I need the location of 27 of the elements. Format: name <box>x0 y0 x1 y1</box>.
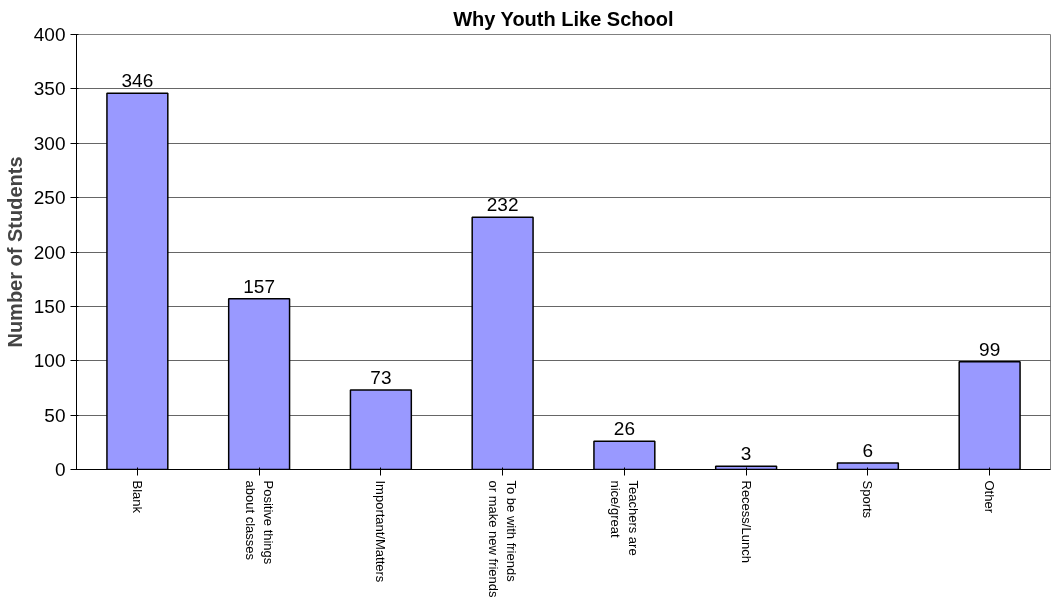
y-tick-label: 50 <box>44 404 66 426</box>
y-tick-label: 100 <box>33 350 66 372</box>
x-tick-label: Blank <box>129 480 145 514</box>
data-label: 157 <box>243 275 275 297</box>
y-tick-label: 350 <box>33 78 66 100</box>
data-label: 232 <box>486 194 519 216</box>
y-tick-label: 250 <box>33 187 66 209</box>
data-label: 6 <box>862 439 874 461</box>
data-label: 73 <box>370 367 392 389</box>
x-tick-label: To be with friends or make new friends <box>486 480 520 599</box>
y-tick-label: 300 <box>33 132 66 154</box>
data-label: 99 <box>979 338 1001 360</box>
x-tick-label: Sports <box>860 480 876 519</box>
x-tick-label: Teachers are nice/great <box>607 480 641 556</box>
y-tick-label: 150 <box>33 295 66 317</box>
x-tick-label: Recess/Lunch <box>738 480 754 563</box>
y-tick-label: 400 <box>33 24 66 45</box>
y-axis-title: Number of Students <box>3 156 26 348</box>
x-tick-label: Important/Matters <box>373 480 389 583</box>
data-label: 3 <box>740 443 752 465</box>
chart-title: Why Youth Like School <box>453 7 674 30</box>
data-label: 26 <box>613 418 635 440</box>
y-tick-label: 200 <box>33 241 66 263</box>
x-tick-label: Positive things about classes <box>242 480 276 565</box>
data-label: 346 <box>121 70 154 92</box>
y-tick-label: 0 <box>54 459 66 480</box>
x-tick-label: Other <box>982 480 998 514</box>
